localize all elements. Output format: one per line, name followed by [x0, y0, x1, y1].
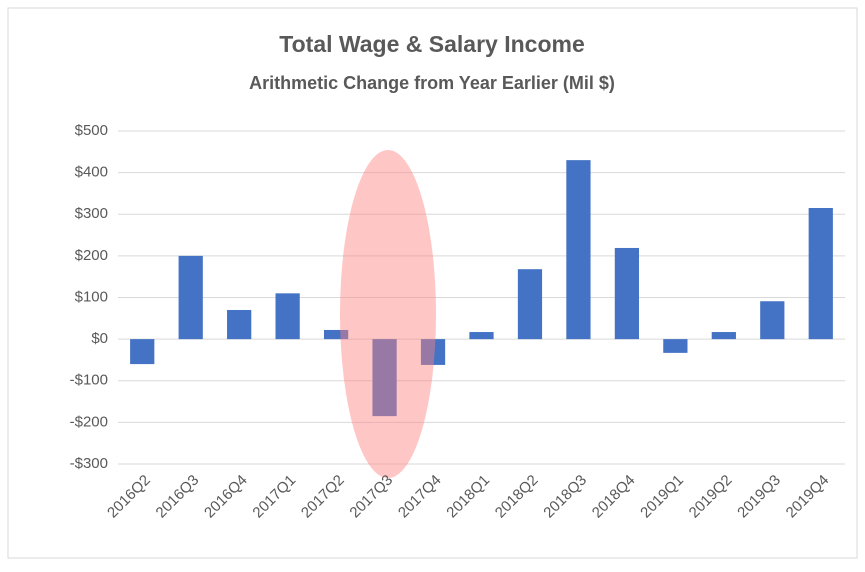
bar — [760, 301, 785, 340]
grid — [118, 130, 845, 465]
bar — [566, 160, 591, 340]
bar — [323, 329, 349, 340]
bar — [275, 293, 300, 340]
bar — [227, 309, 252, 340]
y-tick-label: $100 — [75, 288, 108, 305]
bar — [517, 269, 543, 340]
bar — [372, 339, 397, 417]
bar — [663, 339, 688, 353]
y-tick-label: -$300 — [70, 455, 108, 472]
bar — [178, 255, 203, 340]
y-tick-label: $0 — [91, 330, 108, 347]
y-tick-label: -$200 — [70, 413, 108, 430]
bar — [130, 339, 155, 365]
chart-subtitle: Arithmetic Change from Year Earlier (Mil… — [249, 73, 615, 93]
y-tick-label: -$100 — [70, 372, 108, 389]
y-tick-label: $400 — [75, 164, 108, 181]
bars — [130, 160, 833, 417]
bar — [711, 332, 736, 340]
y-tick-label: $300 — [75, 205, 108, 222]
y-tick-label: $500 — [75, 122, 108, 139]
y-tick-label: $200 — [75, 247, 108, 264]
highlight-ellipse — [340, 150, 436, 478]
chart-frame — [7, 7, 858, 559]
bar — [614, 247, 640, 340]
bar — [808, 208, 833, 340]
bar — [469, 332, 494, 340]
bar — [420, 339, 446, 365]
chart-title: Total Wage & Salary Income — [279, 31, 584, 57]
